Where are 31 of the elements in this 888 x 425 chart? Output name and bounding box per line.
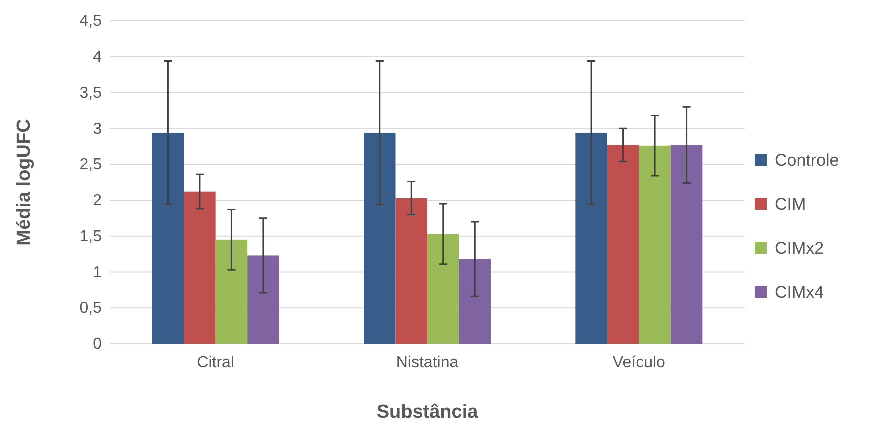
x-axis-title: Substância	[376, 402, 479, 423]
y-tick-label: 1,5	[80, 228, 102, 246]
y-tick-label: 4	[93, 49, 102, 66]
bar	[639, 146, 671, 344]
y-tick-label: 4,5	[80, 13, 102, 30]
y-tick-label: 2,5	[80, 156, 102, 174]
bar	[670, 145, 703, 344]
bar	[216, 240, 248, 344]
y-tick-label: 3,5	[80, 84, 102, 102]
bar	[248, 256, 280, 344]
y-tick-label: 1	[93, 264, 102, 282]
bar	[607, 145, 640, 344]
bar	[364, 132, 396, 344]
legend-label: CIM	[775, 194, 806, 214]
x-tick-label: Citral	[197, 354, 235, 372]
y-tick-label: 0	[93, 336, 102, 354]
legend-label: CIMx2	[775, 238, 824, 258]
legend-label: CIMx4	[775, 282, 824, 302]
bar	[576, 132, 608, 344]
y-tick-label: 2	[93, 192, 102, 210]
x-tick-label: Nistatina	[396, 354, 459, 372]
legend-label: Controle	[775, 150, 840, 170]
x-tick-label: Veículo	[612, 354, 666, 372]
y-tick-label: 3	[93, 120, 102, 138]
bar	[428, 234, 460, 344]
y-axis-title: Média logUFC	[14, 118, 35, 246]
bar	[459, 259, 491, 344]
bar	[152, 132, 184, 344]
y-tick-label: 0,5	[80, 300, 102, 318]
bar	[184, 192, 216, 344]
bar	[396, 198, 428, 344]
